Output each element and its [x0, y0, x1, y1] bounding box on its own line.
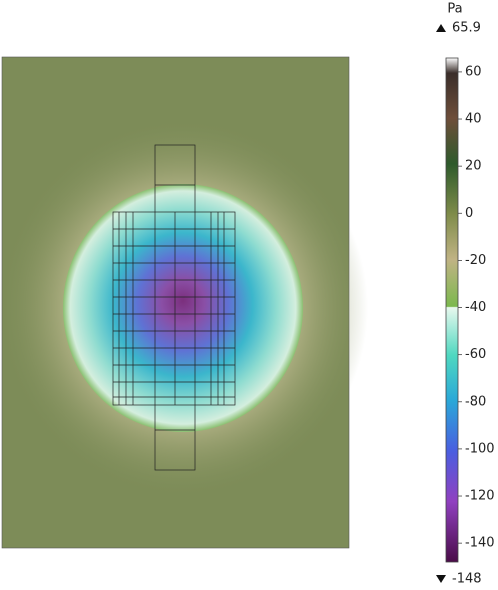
plot-area: [0, 56, 368, 549]
colorbar-tick-label: -20: [465, 253, 486, 268]
colorbar-tick-label: -120: [465, 489, 495, 504]
colorbar-tick-label: 40: [465, 112, 482, 127]
colorbar-tick-label: -60: [465, 347, 486, 362]
colorbar-tick-label: -100: [465, 441, 495, 456]
colorbar-tick-label: 60: [465, 64, 482, 79]
colorbar-tick-label: -80: [465, 394, 486, 409]
colorbar-tick-label: -140: [465, 536, 495, 551]
colorbar-tick-label: 20: [465, 159, 482, 174]
min-marker: [436, 575, 446, 583]
max-label: 65.9: [452, 21, 481, 36]
colorbar-tick-label: 0: [465, 206, 473, 221]
colorbar: [445, 57, 459, 563]
unit-label: Pa: [447, 2, 462, 17]
colorbar-tick-label: -40: [465, 300, 486, 315]
min-label: -148: [452, 572, 482, 587]
max-marker: [436, 24, 446, 32]
